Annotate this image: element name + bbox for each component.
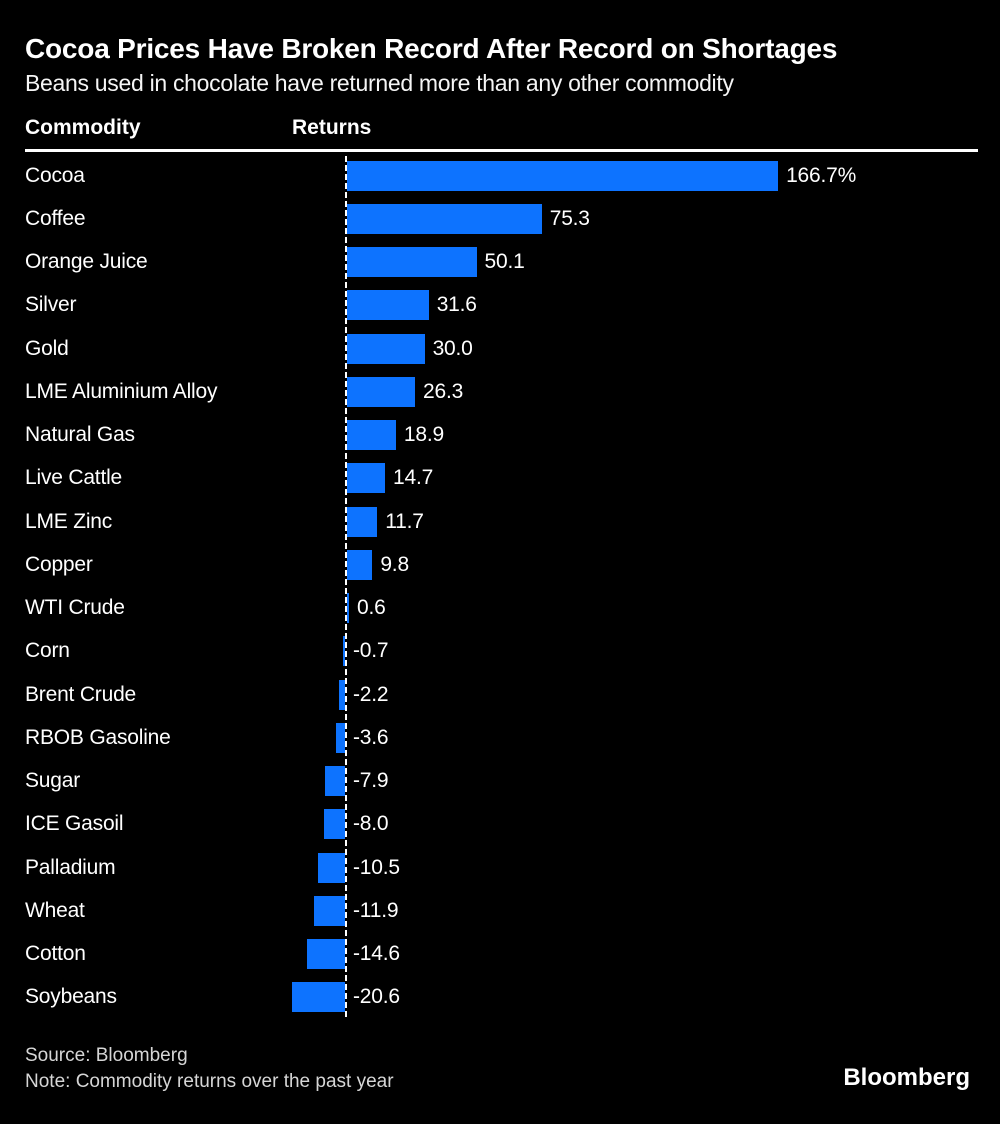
value-label: -10.5	[353, 855, 400, 879]
value-label: -8.0	[353, 812, 389, 836]
value-label: 31.6	[436, 293, 477, 317]
chart-subtitle: Beans used in chocolate have returned mo…	[25, 70, 734, 96]
chart-row: LME Zinc 11.7	[25, 500, 978, 543]
value-label: 0.6	[357, 596, 386, 620]
chart-row: Palladium -10.5	[25, 846, 978, 889]
bar-lme-zinc	[347, 506, 378, 537]
chart-row: Copper 9.8	[25, 543, 978, 586]
chart-row: Orange Juice 50.1	[25, 241, 978, 284]
chart-row: WTI Crude 0.6	[25, 587, 978, 630]
bar-natural-gas	[347, 420, 396, 450]
category-label: Soybeans	[25, 985, 117, 1009]
header-divider	[25, 149, 978, 152]
chart-row: RBOB Gasoline -3.6	[25, 716, 978, 759]
value-label: 9.8	[380, 552, 409, 576]
chart-title: Cocoa Prices Have Broken Record After Re…	[25, 33, 838, 64]
category-label: Wheat	[25, 898, 85, 922]
bar-brent-crude	[339, 679, 345, 710]
chart-row: Live Cattle 14.7	[25, 457, 978, 500]
category-label: Copper	[25, 552, 93, 576]
category-label: LME Zinc	[25, 509, 113, 533]
bar-lme-aluminium-alloy	[347, 376, 415, 407]
chart-row: Silver 31.6	[25, 284, 978, 327]
value-label: -3.6	[353, 725, 389, 749]
bar-wti-crude	[347, 593, 349, 623]
value-label: 18.9	[403, 423, 444, 447]
category-label: Corn	[25, 639, 70, 663]
value-label: 26.3	[423, 379, 464, 403]
value-label: 14.7	[393, 466, 434, 490]
value-label: 75.3	[549, 206, 590, 230]
category-label: Palladium	[25, 855, 116, 879]
bar-sugar	[324, 766, 345, 796]
chart-row: Cotton -14.6	[25, 933, 978, 976]
category-label: Cocoa	[25, 163, 85, 187]
value-label: 11.7	[385, 509, 424, 533]
chart-row: Corn -0.7	[25, 630, 978, 673]
bar-orange-juice	[347, 247, 477, 277]
category-label: Sugar	[25, 769, 81, 793]
chart-row: ICE Gasoil -8.0	[25, 803, 978, 846]
bar-coffee	[347, 203, 542, 234]
chart-row: Sugar -7.9	[25, 760, 978, 803]
chart-row: Coffee 75.3	[25, 197, 978, 240]
chart-row: Natural Gas 18.9	[25, 414, 978, 457]
value-label: -20.6	[353, 985, 400, 1009]
category-label: Orange Juice	[25, 250, 148, 274]
chart-row: Wheat -11.9	[25, 889, 978, 932]
bar-cocoa	[347, 160, 779, 191]
source-text: Source: Bloomberg	[25, 1045, 188, 1066]
value-label: 166.7%	[786, 163, 857, 187]
category-label: Coffee	[25, 206, 86, 230]
zero-baseline	[345, 156, 347, 1018]
bar-copper	[347, 549, 373, 580]
bar-wheat	[314, 895, 345, 926]
bar-live-cattle	[347, 463, 385, 494]
chart-row: Brent Crude -2.2	[25, 673, 978, 716]
category-label: Natural Gas	[25, 423, 135, 447]
value-label: -7.9	[353, 769, 389, 793]
category-label: Live Cattle	[25, 466, 123, 490]
chart-row: Cocoa 166.7%	[25, 154, 978, 197]
bar-corn	[343, 636, 345, 667]
bar-soybeans	[291, 982, 345, 1013]
category-label: RBOB Gasoline	[25, 725, 171, 749]
category-label: Gold	[25, 336, 69, 360]
category-label: Silver	[25, 293, 77, 317]
bar-silver	[347, 290, 429, 321]
bloomberg-logo: Bloomberg	[843, 1064, 970, 1091]
column-header-commodity: Commodity	[25, 116, 141, 139]
category-label: ICE Gasoil	[25, 812, 124, 836]
chart-row: LME Aluminium Alloy 26.3	[25, 370, 978, 413]
value-label: -2.2	[353, 682, 389, 706]
value-label: 50.1	[484, 250, 525, 274]
bar-rbob-gasoline	[335, 722, 345, 753]
chart-row: Gold 30.0	[25, 327, 978, 370]
value-label: -0.7	[353, 639, 389, 663]
category-label: Cotton	[25, 942, 86, 966]
bar-ice-gasoil	[324, 809, 345, 840]
bar-chart: Cocoa 166.7% Coffee 75.3 Orange Juice 50.1 Sil…	[25, 154, 978, 1019]
bar-palladium	[317, 852, 345, 883]
note-text: Note: Commodity returns over the past ye…	[25, 1071, 394, 1092]
value-label: -14.6	[353, 942, 400, 966]
value-label: -11.9	[353, 898, 399, 922]
category-label: Brent Crude	[25, 682, 137, 706]
column-header-returns: Returns	[292, 116, 372, 139]
chart-row: Soybeans -20.6	[25, 976, 978, 1019]
value-label: 30.0	[432, 336, 473, 360]
category-label: WTI Crude	[25, 596, 125, 620]
bar-gold	[347, 333, 425, 364]
bar-cotton	[307, 939, 345, 969]
category-label: LME Aluminium Alloy	[25, 379, 218, 403]
